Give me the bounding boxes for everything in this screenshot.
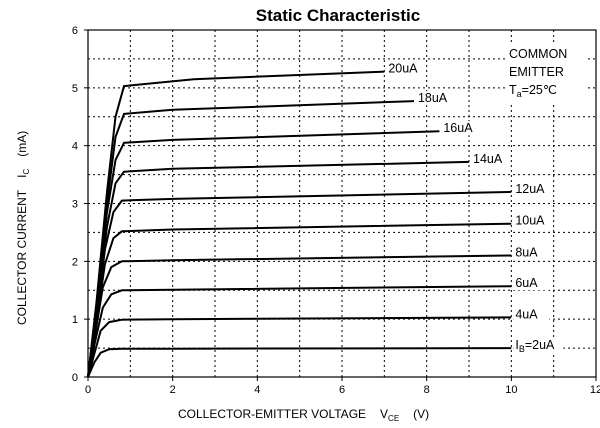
curve-label-bg: [441, 121, 478, 136]
curve-16uA: [87, 130, 440, 378]
y-axis-label: COLLECTOR CURRENTIC(mA): [15, 131, 31, 325]
curve-label-10uA: 10uA: [515, 214, 545, 228]
x-tick-label: 8: [424, 384, 430, 396]
curve-label-8uA: 8uA: [515, 246, 538, 260]
y-tick-label: 2: [72, 256, 78, 268]
curve-label-bg: [513, 213, 550, 228]
curve-label-bg: [471, 151, 507, 166]
curve-label-12uA: 12uA: [515, 182, 545, 196]
curve-label-bg: [513, 181, 550, 196]
curve-labels: IB=2uA 4uA 6uA 8uA 10uA 12uA 14uA 16uA 18uA 20uA: [386, 61, 564, 354]
curve-2uA: [87, 347, 512, 378]
x-tick-label: 2: [170, 384, 176, 396]
x-tick-label: 10: [505, 384, 517, 396]
x-tick-label: 4: [254, 384, 260, 396]
annotation-line2: EMITTER: [509, 65, 564, 79]
curve-label-bg: [386, 61, 423, 76]
annotation: COMMON EMITTER Ta=25℃: [505, 44, 587, 102]
curves: [87, 70, 512, 378]
x-tick-label: 6: [339, 384, 345, 396]
curve-label-18uA: 18uA: [418, 91, 448, 105]
curve-label-6uA: 6uA: [515, 276, 538, 290]
annotation-line1: COMMON: [509, 47, 567, 61]
curve-label-20uA: 20uA: [388, 62, 418, 76]
curve-4uA: [87, 316, 512, 378]
y-tick-label: 1: [72, 314, 78, 326]
annotation-temp: Ta=25℃: [509, 83, 557, 99]
curve-label-bg: [513, 276, 550, 291]
curve-20uA: [87, 70, 385, 378]
chart-title: Static Characteristic: [256, 6, 420, 25]
y-tick-label: 4: [72, 141, 78, 153]
curve-label-bg: [513, 338, 564, 353]
curve-label-bg: [513, 245, 550, 260]
y-tick-label: 6: [72, 25, 78, 37]
curve-label-16uA: 16uA: [443, 121, 473, 135]
y-tick-label: 3: [72, 199, 78, 211]
x-axis-label: COLLECTOR-EMITTER VOLTAGE VCE (V): [178, 407, 429, 423]
curve-label-bg: [513, 307, 550, 322]
y-tick-label: 5: [72, 83, 78, 95]
curve-label-4uA: 4uA: [515, 307, 538, 321]
curve-label-2uA: IB=2uA: [515, 338, 555, 354]
x-tick-label: 12: [590, 384, 600, 396]
x-tick-label: 0: [85, 384, 91, 396]
y-tick-label: 0: [72, 372, 78, 384]
curve-label-14uA: 14uA: [473, 152, 503, 166]
curve-label-bg: [415, 91, 452, 106]
